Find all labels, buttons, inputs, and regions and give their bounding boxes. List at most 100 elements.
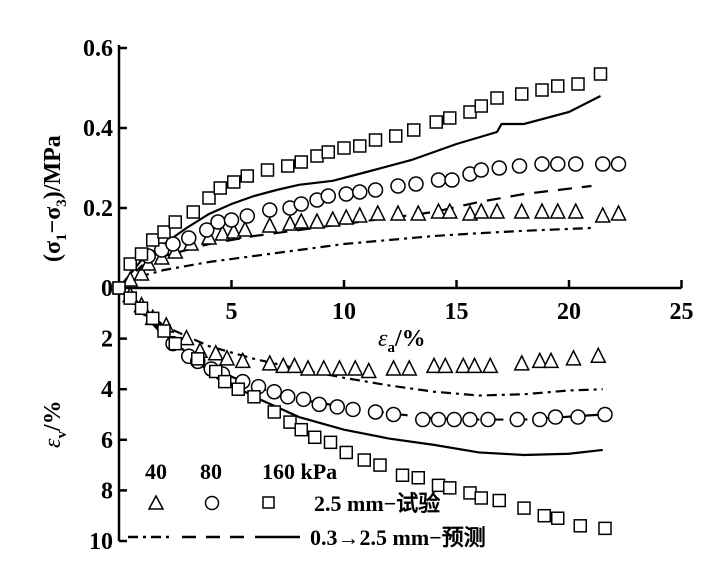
upper-square-point bbox=[474, 99, 488, 113]
upper-triangle-point bbox=[389, 204, 407, 221]
upper-triangle-point bbox=[549, 202, 566, 219]
legend-circle-marker bbox=[204, 495, 220, 511]
lower-square-point bbox=[231, 382, 245, 396]
lower-triangle-point bbox=[261, 354, 278, 371]
lower-circle-point bbox=[446, 411, 462, 428]
upper-circle-point bbox=[262, 202, 278, 218]
lower-y-tick-label: 4 bbox=[101, 377, 113, 403]
lower-square-point bbox=[168, 336, 182, 351]
lower-circle-point bbox=[509, 411, 525, 428]
upper-y-tick-label: 0.4 bbox=[83, 116, 113, 142]
legend: 40 80 160 kPa 2.5 mm−试验 0.3→2.5 mm−预测 bbox=[128, 459, 486, 550]
upper-circle-point bbox=[239, 208, 255, 224]
upper-triangle-point bbox=[610, 204, 627, 221]
upper-triangle-point bbox=[281, 214, 299, 231]
lower-square-point bbox=[474, 491, 488, 505]
lower-square-point bbox=[323, 435, 338, 450]
upper-circle-point bbox=[491, 160, 507, 176]
lower-circle-point bbox=[280, 389, 296, 405]
lower-triangle-point bbox=[565, 349, 582, 366]
lower-dashdot-line bbox=[118, 287, 603, 397]
upper-circle-point bbox=[568, 156, 584, 172]
upper-circle-point bbox=[595, 156, 611, 172]
lower-square-point bbox=[551, 511, 565, 525]
lower-triangle-point bbox=[482, 356, 499, 374]
upper-y-tick-label: 0.6 bbox=[83, 36, 113, 62]
upper-triangle-point bbox=[567, 202, 584, 219]
upper-circle-point bbox=[320, 188, 336, 204]
upper-square-point bbox=[281, 159, 295, 173]
upper-circle-point bbox=[293, 196, 309, 212]
lower-square-point bbox=[247, 390, 261, 404]
legend-square-marker bbox=[262, 496, 275, 509]
lower-triangle-point bbox=[425, 356, 443, 374]
lower-square-point bbox=[443, 481, 457, 495]
lower-triangle-point bbox=[542, 351, 560, 369]
lower-square-point bbox=[146, 311, 160, 326]
upper-triangle-point bbox=[461, 204, 479, 221]
lower-circle-point bbox=[415, 411, 431, 428]
upper-square-point bbox=[593, 67, 608, 81]
lower-square-point bbox=[463, 486, 477, 500]
upper-square-point bbox=[389, 129, 403, 143]
lower-triangle-point bbox=[401, 359, 418, 376]
lower-triangle-point bbox=[437, 356, 454, 374]
lower-triangle-point bbox=[455, 356, 472, 374]
upper-triangle-point bbox=[133, 264, 150, 281]
upper-square-point bbox=[490, 91, 504, 105]
upper-circle-point bbox=[444, 172, 460, 188]
upper-triangle-point bbox=[261, 216, 278, 233]
lower-y-tick-label: 6 bbox=[101, 428, 113, 454]
upper-circle-point bbox=[210, 214, 226, 230]
lower-circle-point bbox=[385, 406, 402, 423]
upper-circle-point bbox=[181, 230, 197, 246]
lower-square-point bbox=[209, 364, 223, 379]
upper-square-point bbox=[368, 133, 383, 147]
upper-triangle-point bbox=[225, 222, 242, 239]
upper-square-point bbox=[134, 247, 149, 261]
lower-triangle-point bbox=[385, 359, 402, 376]
upper-triangle-point bbox=[338, 208, 355, 225]
upper-square-point bbox=[260, 163, 275, 177]
upper-triangle-point bbox=[236, 220, 254, 237]
lower-triangle-point bbox=[347, 359, 364, 376]
upper-square-point bbox=[551, 79, 565, 93]
upper-triangle-point bbox=[533, 202, 551, 219]
upper-square-point bbox=[337, 141, 351, 155]
lower-square-point bbox=[112, 281, 126, 295]
upper-y-axis-title: (σ1−σ3)/MPa bbox=[40, 135, 70, 262]
lower-triangle-point bbox=[360, 361, 377, 379]
upper-triangle-point bbox=[441, 202, 458, 219]
x-tick-label: 5 bbox=[226, 299, 238, 325]
lower-circle-point bbox=[547, 409, 564, 425]
upper-square-point bbox=[321, 145, 335, 159]
lower-circle-point bbox=[266, 383, 282, 400]
upper-square-point bbox=[535, 83, 549, 97]
upper-triangle-point bbox=[293, 212, 310, 229]
lower-square-point bbox=[283, 415, 297, 429]
upper-square-point bbox=[571, 77, 585, 91]
upper-square-point bbox=[240, 169, 254, 183]
lower-square-point bbox=[294, 422, 308, 437]
lower-square-point bbox=[267, 405, 281, 419]
upper-square-point bbox=[515, 87, 529, 101]
lower-square-point bbox=[191, 352, 205, 366]
lower-triangle-point bbox=[315, 359, 332, 376]
upper-square-point bbox=[213, 181, 227, 195]
lower-circle-point bbox=[462, 411, 478, 428]
upper-circle-point bbox=[473, 162, 489, 178]
legend-test-label: 2.5 mm−试验 bbox=[314, 491, 440, 516]
lower-square-point bbox=[339, 445, 353, 460]
lower-triangle-point bbox=[590, 346, 607, 364]
lower-triangle-point bbox=[299, 359, 317, 376]
legend-pred-label: 0.3→2.5 mm−预测 bbox=[310, 525, 486, 550]
lower-circle-point bbox=[597, 406, 613, 423]
lower-square-point bbox=[517, 501, 531, 515]
lower-circle-point bbox=[430, 411, 447, 428]
upper-square-point bbox=[202, 191, 216, 205]
upper-triangle-point bbox=[430, 202, 447, 219]
upper-triangle-point bbox=[308, 212, 326, 229]
upper-dashdot-line bbox=[118, 226, 592, 289]
lower-square-point bbox=[492, 493, 506, 508]
upper-triangle-point bbox=[410, 204, 427, 221]
